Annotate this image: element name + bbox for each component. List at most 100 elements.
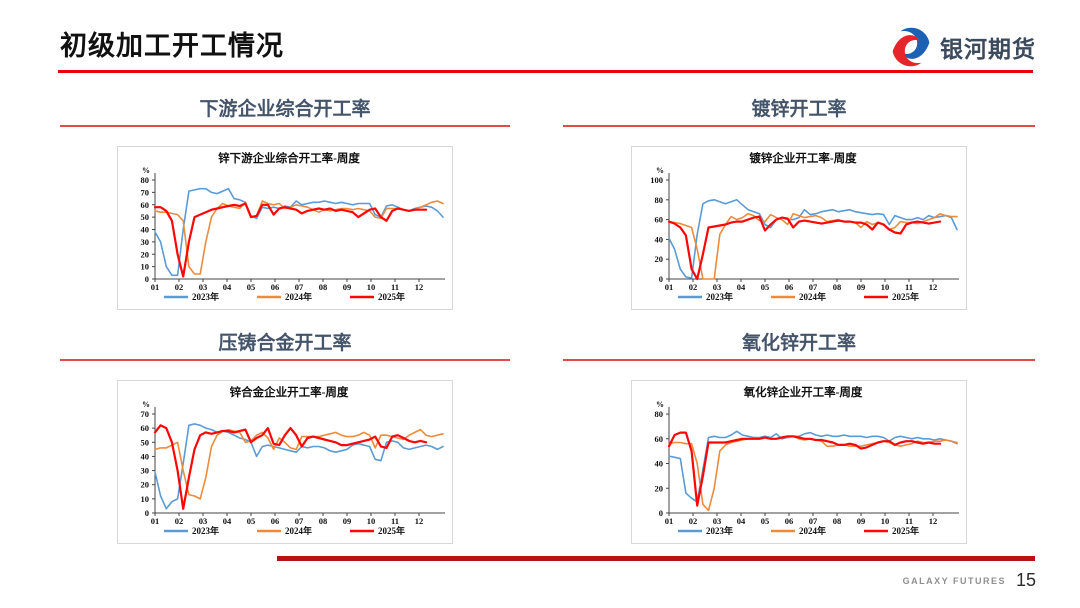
x-tick-label: 08 xyxy=(319,516,328,526)
x-tick-label: 02 xyxy=(175,516,184,526)
x-tick-label: 03 xyxy=(199,516,208,526)
x-tick-label: 12 xyxy=(415,282,424,292)
panel-underline xyxy=(60,359,510,361)
x-tick-label: 06 xyxy=(271,282,280,292)
x-tick-label: 09 xyxy=(343,282,352,292)
y-tick-label: 0 xyxy=(659,508,663,518)
x-tick-label: 07 xyxy=(809,282,818,292)
y-tick-label: 20 xyxy=(655,254,664,264)
x-tick-label: 03 xyxy=(713,282,722,292)
x-tick-label: 09 xyxy=(343,516,352,526)
x-tick-label: 05 xyxy=(247,516,256,526)
series-line-2023年 xyxy=(154,423,444,510)
panel-heading: 镀锌开工率 xyxy=(751,99,847,120)
chart-zinc-oxide: 氧化锌企业开工率-周度% 0 20 40 60 80 01 02 03 04 05 06 07 08 09 1… xyxy=(631,380,967,544)
x-tick-label: 03 xyxy=(713,516,722,526)
page-title: 初级加工开工情况 xyxy=(60,31,284,61)
chart-canvas: 锌合金企业开工率-周度% 0 10 20 30 40 50 60 70 01 02 03 04 05 06 0… xyxy=(141,385,445,536)
x-tick-label: 01 xyxy=(665,516,674,526)
series-line-2023年 xyxy=(668,198,958,279)
footer: GALAXY FUTURES 15 xyxy=(903,570,1036,591)
panel-underline xyxy=(60,125,510,127)
x-tick-label: 07 xyxy=(295,282,304,292)
x-tick-label: 10 xyxy=(881,516,890,526)
y-tick-label: 40 xyxy=(141,451,150,461)
x-tick-label: 04 xyxy=(223,282,232,292)
y-tick-label: 30 xyxy=(141,466,150,476)
brand-text: GALAXY FUTURES xyxy=(902,575,1006,586)
logo: 银河期货 xyxy=(890,26,1036,68)
chart-die-cast-alloy: 锌合金企业开工率-周度% 0 10 20 30 40 50 60 70 01 02 03 04 05 06 0… xyxy=(117,380,453,544)
chart-canvas: 镀锌企业开工率-周度% 0 20 40 60 80 100 01 02 03 04 05 06 07 08 0… xyxy=(650,151,959,302)
legend-label-2023年: 2023年 xyxy=(192,291,219,302)
legend-label-2024年: 2024年 xyxy=(285,525,312,536)
x-tick-label: 05 xyxy=(761,282,770,292)
x-tick-label: 07 xyxy=(809,516,818,526)
legend-label-2023年: 2023年 xyxy=(706,291,733,302)
x-tick-label: 09 xyxy=(857,282,866,292)
galaxy-swirl-icon xyxy=(892,27,930,67)
y-tick-label: 60 xyxy=(655,434,664,444)
y-tick-label: 40 xyxy=(655,234,664,244)
x-tick-label: 12 xyxy=(929,282,938,292)
y-tick-label: 80 xyxy=(141,175,150,185)
chart-title: 锌下游企业综合开工率-周度 xyxy=(218,151,360,165)
x-tick-label: 06 xyxy=(785,516,794,526)
panel-heading: 氧化锌开工率 xyxy=(741,333,856,354)
x-tick-label: 09 xyxy=(857,516,866,526)
legend-label-2025年: 2025年 xyxy=(378,291,405,302)
panel-heading: 压铸合金开工率 xyxy=(218,333,352,354)
x-tick-label: 11 xyxy=(391,282,399,292)
x-tick-label: 01 xyxy=(151,282,160,292)
legend-label-2025年: 2025年 xyxy=(378,525,405,536)
x-tick-label: 11 xyxy=(391,516,399,526)
series-line-2025年 xyxy=(667,431,942,507)
logo-text: 银河期货 xyxy=(940,36,1036,62)
series-line-2025年 xyxy=(667,215,942,281)
legend-label-2025年: 2025年 xyxy=(892,291,919,302)
x-tick-label: 02 xyxy=(689,282,698,292)
y-tick-label: 20 xyxy=(141,480,150,490)
x-tick-label: 04 xyxy=(737,282,746,292)
title-underline xyxy=(58,70,1033,73)
x-tick-label: 12 xyxy=(415,516,424,526)
legend-label-2025年: 2025年 xyxy=(892,525,919,536)
x-tick-label: 03 xyxy=(199,282,208,292)
y-tick-label: 30 xyxy=(141,237,150,247)
x-tick-label: 02 xyxy=(175,282,184,292)
x-tick-label: 11 xyxy=(905,516,913,526)
y-tick-label: 0 xyxy=(145,274,149,284)
x-tick-label: 06 xyxy=(785,282,794,292)
chart-galvanizing: 镀锌企业开工率-周度% 0 20 40 60 80 100 01 02 03 04 05 06 07 08 0… xyxy=(631,146,967,310)
page-number: 15 xyxy=(1015,570,1036,590)
chart-downstream-composite: 锌下游企业综合开工率-周度% 0 10 20 30 40 50 60 70 80 01 02 03 04 0… xyxy=(117,146,453,310)
panel-underline xyxy=(563,359,1035,361)
x-tick-label: 10 xyxy=(367,282,376,292)
logo-swirl-blue xyxy=(900,27,930,59)
y-tick-label: 60 xyxy=(655,215,664,225)
x-tick-label: 08 xyxy=(833,516,842,526)
y-tick-label: 100 xyxy=(650,175,663,185)
x-tick-label: 12 xyxy=(929,516,938,526)
y-axis-unit: % xyxy=(142,400,150,409)
y-tick-label: 50 xyxy=(141,437,150,447)
panel-galvanizing: 镀锌开工率 镀锌企业开工率-周度% 0 20 40 60 80 100 01 02 03 04 05 0… xyxy=(563,97,1035,310)
chart-canvas: 氧化锌企业开工率-周度% 0 20 40 60 80 01 02 03 04 05 06 07 08 09 1… xyxy=(655,385,959,536)
series-line-2025年 xyxy=(153,424,428,510)
y-tick-label: 0 xyxy=(659,274,663,284)
x-tick-label: 05 xyxy=(761,516,770,526)
y-axis-unit: % xyxy=(142,166,150,175)
y-axis-unit: % xyxy=(656,166,664,175)
x-tick-label: 10 xyxy=(367,516,376,526)
series-line-2024年 xyxy=(154,200,444,275)
y-tick-label: 60 xyxy=(141,200,150,210)
y-tick-label: 80 xyxy=(655,195,664,205)
legend-label-2024年: 2024年 xyxy=(799,291,826,302)
y-tick-label: 10 xyxy=(141,494,150,504)
y-tick-label: 40 xyxy=(655,459,664,469)
panel-die-cast-alloy: 压铸合金开工率 锌合金企业开工率-周度% 0 10 20 30 40 50 60 70 01 02 0… xyxy=(60,331,510,544)
series-line-2023年 xyxy=(668,430,958,503)
x-tick-label: 05 xyxy=(247,282,256,292)
y-tick-label: 40 xyxy=(141,225,150,235)
y-tick-label: 10 xyxy=(141,262,150,272)
